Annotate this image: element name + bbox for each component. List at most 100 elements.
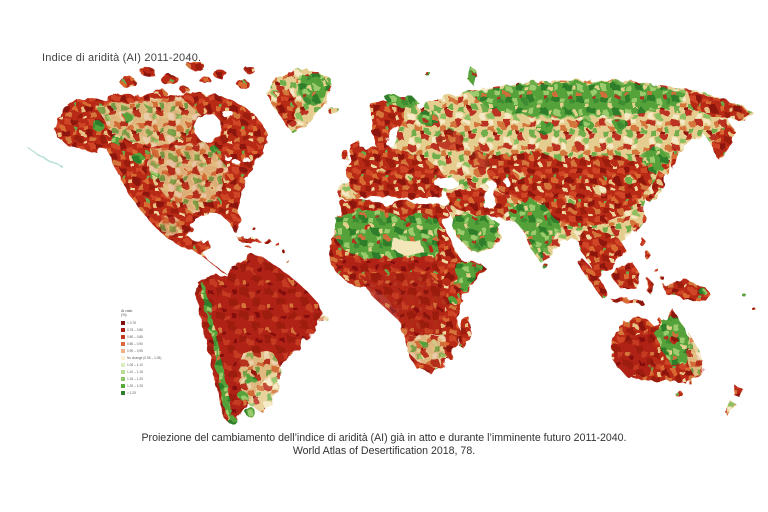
legend-swatch (121, 376, 125, 381)
legend-items: < 0.75 0.75 – 0.80 0.80 – 0.85 0.85 – 0.90 0… (121, 319, 161, 396)
legend-item: < 0.75 (121, 319, 161, 326)
great-lakes (241, 156, 249, 162)
philippines (633, 223, 651, 260)
legend-swatch (121, 327, 125, 332)
sahara-green-band (334, 210, 442, 260)
new-guinea-green-fleck (698, 288, 706, 294)
svalbard (425, 72, 431, 76)
india-green (508, 200, 560, 258)
sahara-pale-core (392, 238, 424, 256)
sahara-red-fleck (364, 225, 372, 231)
black-sea (434, 178, 458, 188)
greenland-green-east (298, 74, 330, 106)
sahel-dark-red (338, 256, 440, 272)
us-green-patch (211, 147, 219, 153)
north-america-region (55, 61, 268, 277)
caribbean-islands (236, 227, 288, 262)
south-america-region (194, 254, 329, 424)
legend-swatch (121, 362, 125, 367)
greenland-region (268, 70, 340, 133)
southern-cone-mixed (238, 352, 282, 412)
maritime-southeast-asia (578, 258, 712, 304)
legend-label: 0.90 – 0.95 (127, 348, 143, 353)
legend-label: 0.80 – 0.85 (127, 334, 143, 339)
arctic-tan-zone (95, 96, 200, 148)
bc-green-patch (132, 153, 144, 163)
legend-item: 0.90 – 0.95 (121, 347, 161, 354)
new-guinea (662, 280, 712, 302)
ireland (340, 149, 348, 159)
sakhalin (670, 148, 678, 170)
australia-region (611, 294, 756, 418)
central-asia-tan-hole (515, 171, 525, 179)
great-lakes (232, 159, 240, 165)
eurasia-islands (340, 66, 678, 271)
plains-tan-zone (148, 142, 228, 212)
arctic-scandinavia-green (384, 96, 420, 108)
caucasus-green (463, 181, 469, 187)
eurasia-region (338, 80, 754, 278)
pakistan-red-fleck (509, 207, 515, 213)
sahara-red-fleck (404, 221, 412, 227)
pacific-island-fleck (743, 294, 747, 298)
japan-kyushu (646, 194, 652, 202)
chukotka-red (688, 92, 750, 120)
great-britain (350, 140, 362, 162)
china-tan-hole (625, 176, 635, 184)
legend-item: > 1.25 (121, 389, 161, 396)
legend-label: 1.15 – 1.20 (127, 376, 143, 381)
southeast-asia-red (578, 230, 626, 278)
aleutian-arc (27, 147, 63, 167)
horn-of-africa-green (454, 262, 482, 292)
legend-item: No change (0.95 – 1.05) (121, 354, 161, 361)
legend-swatch (121, 369, 125, 374)
pacific-island-fleck (752, 307, 756, 311)
new-zealand-north (733, 386, 744, 398)
southern-africa-mixed (406, 334, 448, 368)
iceland (328, 107, 340, 115)
patagonia-green-patch (228, 416, 236, 424)
west-russia-red (468, 151, 492, 169)
legend-swatch (121, 355, 125, 360)
eurasia-inland-water (387, 124, 510, 210)
manchuria-green (643, 147, 667, 173)
china-tan-hole (594, 185, 606, 195)
china-tan-hole (565, 196, 575, 204)
australia-red-hole (670, 336, 678, 344)
legend-item: 1.10 – 1.15 (121, 368, 161, 375)
sumatra (578, 258, 608, 298)
europe-tan-patch (406, 175, 414, 181)
bc-green-patch (150, 172, 160, 180)
legend-item: 0.85 – 0.90 (121, 340, 161, 347)
legend-item: 1.05 – 1.10 (121, 361, 161, 368)
legend-label: 1.05 – 1.10 (127, 362, 143, 367)
legend-label: > 1.25 (127, 390, 136, 395)
hainan (617, 247, 623, 253)
north-america-inland-water (143, 111, 249, 229)
taiwan (641, 215, 647, 223)
legend-item: 1.15 – 1.20 (121, 375, 161, 382)
legend-subtitle: (%) (121, 313, 127, 318)
baltic-sea (387, 124, 399, 148)
europe-tan-patch (376, 167, 384, 173)
legend-title: AI ratio (121, 309, 133, 313)
puerto-rico (273, 241, 279, 245)
east-china-tan (632, 202, 644, 222)
great-lakes (224, 155, 232, 161)
legend-swatch (121, 348, 125, 353)
legend-label: 0.85 – 0.90 (127, 341, 143, 346)
europe-red (346, 146, 446, 198)
siberia-green-band (468, 82, 686, 118)
southern-africa-green (420, 341, 428, 347)
legend-item: 0.75 – 0.80 (121, 326, 161, 333)
hispaniola (263, 238, 271, 244)
legend-swatch (121, 383, 125, 388)
south-america-mainland (194, 254, 323, 424)
siberia-green-patch (536, 121, 554, 135)
caption-line-1: Proiezione del cambiamento dell’indice d… (141, 432, 627, 444)
legend-swatch (121, 334, 125, 339)
java (610, 298, 644, 304)
sahara-red-fleck (427, 245, 433, 251)
legend-label: 1.10 – 1.15 (127, 369, 143, 374)
